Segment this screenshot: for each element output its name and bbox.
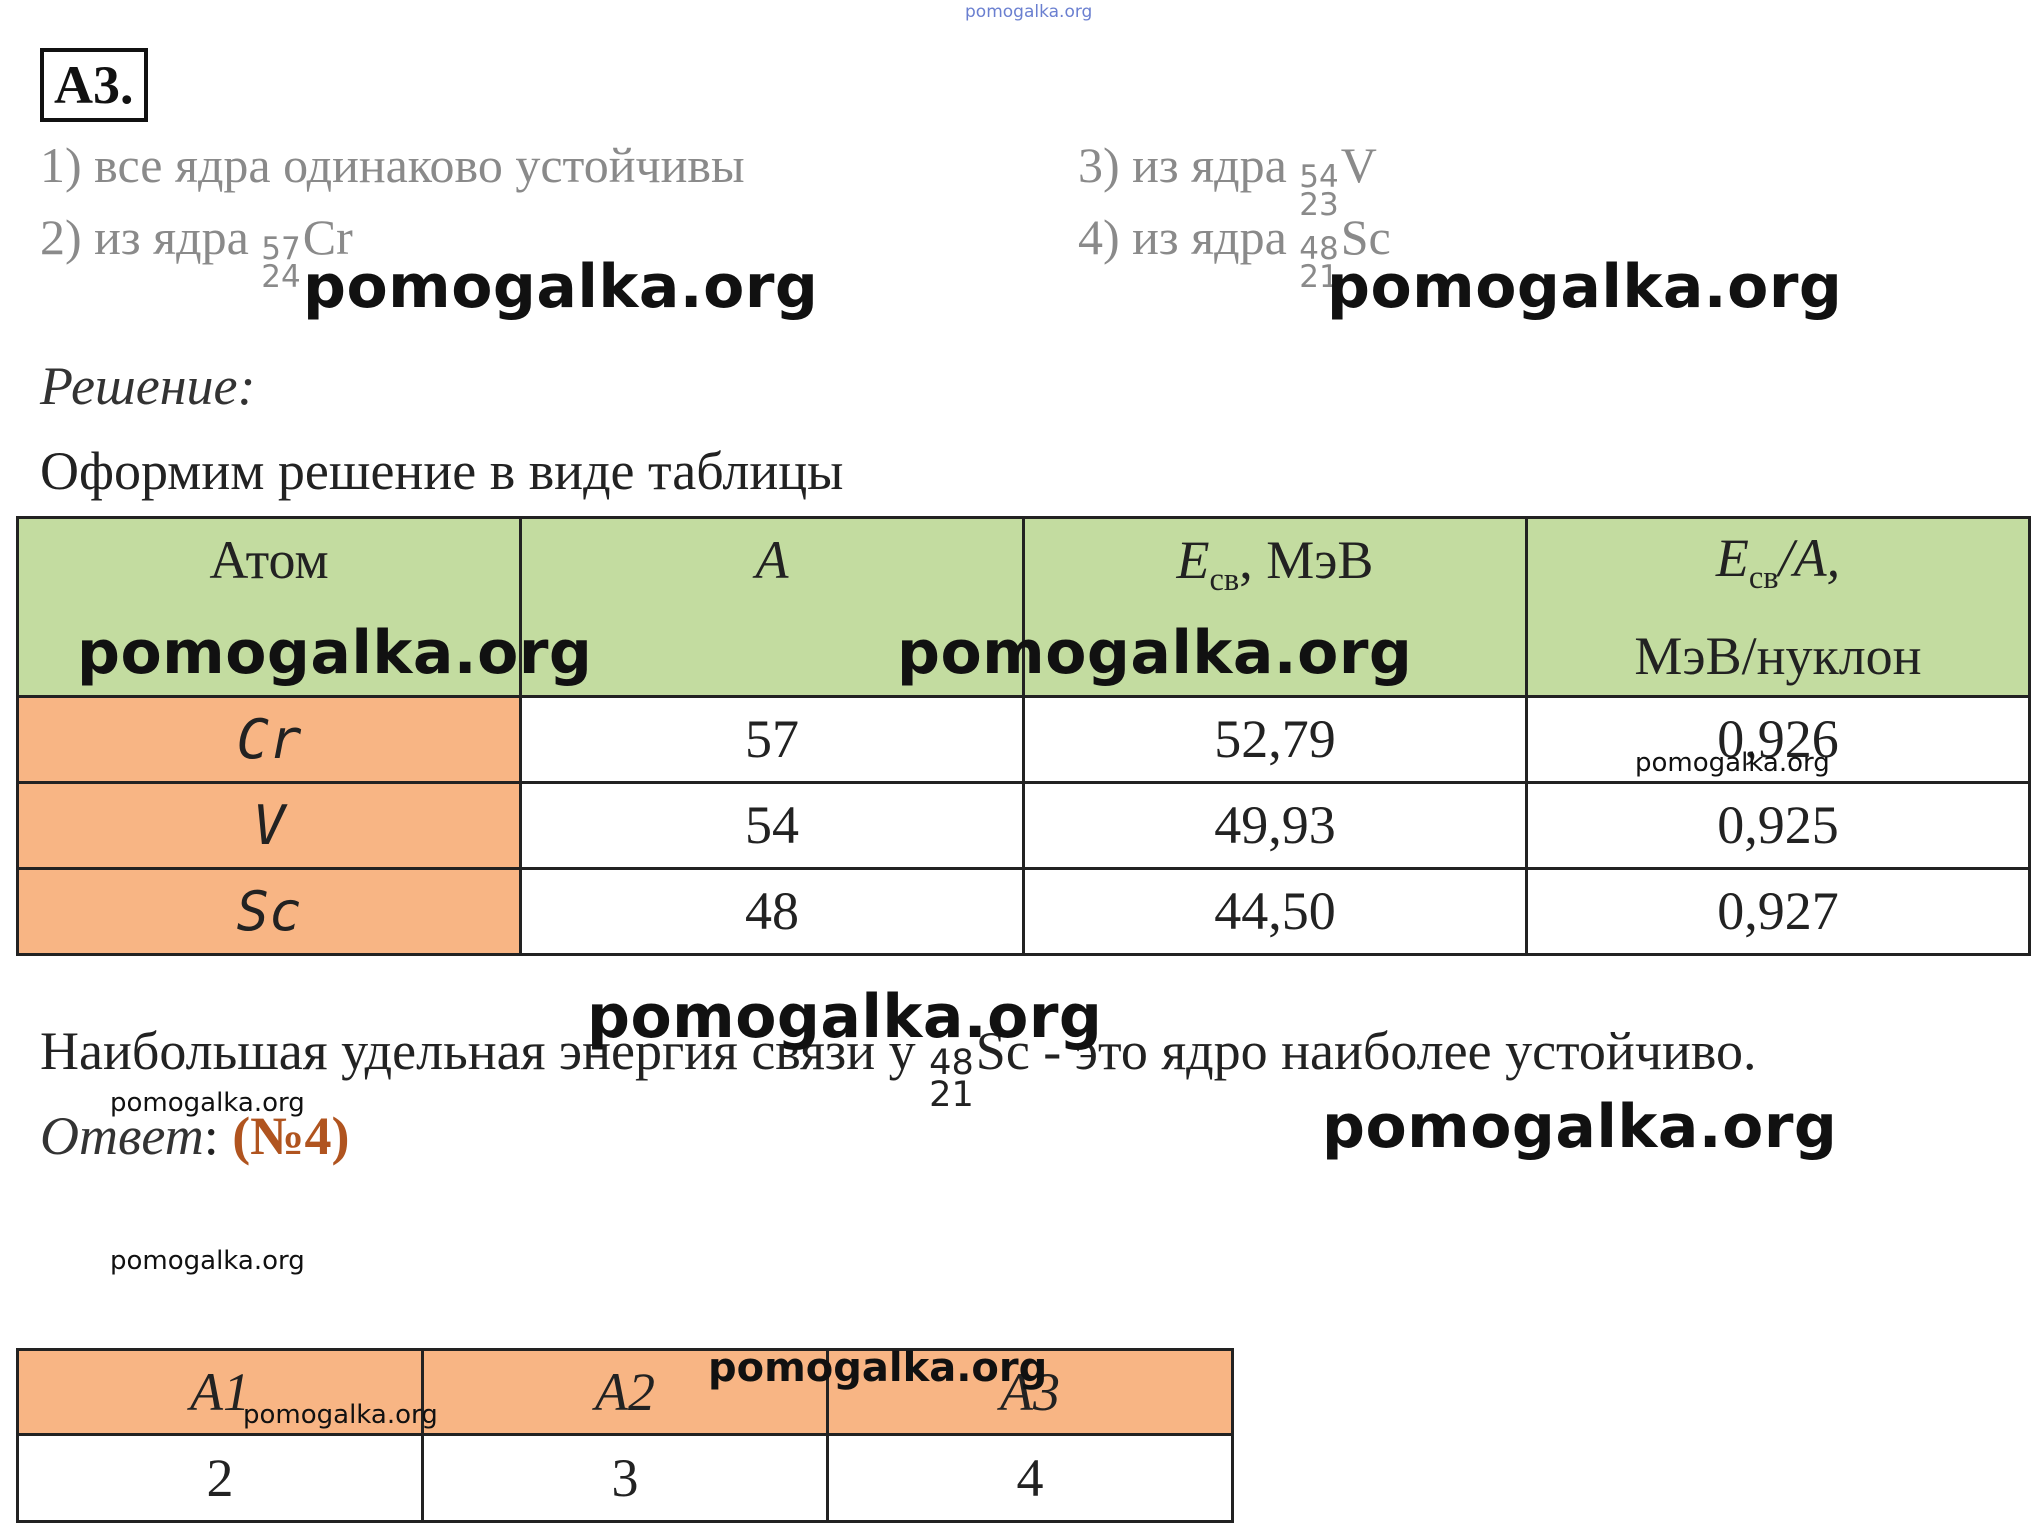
watermark: pomogalka.org (708, 1345, 1048, 1391)
binding-energy-table: Атом A Eсв, МэВ Eсв/A, МэВ/нуклон Cr 57 5… (16, 516, 2031, 956)
mass-number: 48 (929, 1042, 974, 1084)
watermark: pomogalka.org (303, 252, 819, 322)
header-ea-unit: МэВ/нуклон (1634, 625, 1922, 686)
mass-cell: 48 (519, 866, 1025, 956)
element-cell: Cr (16, 694, 522, 784)
mass-cell: 54 (519, 780, 1025, 870)
option-2-isotope: 57 24 (261, 230, 301, 295)
intro-text: Оформим решение в виде таблицы (40, 441, 844, 501)
header-energy-unit: , МэВ (1239, 530, 1374, 590)
energy-cell: 52,79 (1022, 694, 1528, 784)
element-cell: Sc (16, 866, 522, 956)
answer-value: (№4) (232, 1106, 350, 1166)
header-ea-rest: /A, (1778, 528, 1841, 588)
table-row: Sc 48 44,50 0,927 (16, 866, 2031, 956)
header-ea-sub: св (1748, 559, 1779, 596)
summary-header-row: A1 A2 A3 (16, 1348, 1234, 1436)
watermark: pomogalka.org (110, 1246, 305, 1276)
option-2: 2) из ядра 57 24 Cr (40, 208, 353, 295)
conclusion-symbol: Sc (975, 1021, 1030, 1081)
summary-header: A2 (421, 1348, 829, 1436)
answer-label: Ответ (40, 1106, 204, 1166)
header-energy-symbol: E (1176, 530, 1210, 590)
watermark: pomogalka.org (1635, 748, 1830, 778)
table-row: Cr 57 52,79 0,926 (16, 694, 2031, 784)
summary-value: 3 (421, 1433, 829, 1523)
header-ea-symbol: E (1715, 528, 1749, 588)
watermark: pomogalka.org (1322, 1092, 1838, 1162)
watermark: pomogalka.org (1327, 252, 1843, 322)
charge-number: 24 (261, 258, 301, 295)
option-4-prefix: 4) из ядра (1078, 209, 1300, 265)
task-label: A3. (40, 48, 148, 122)
header-energy: Eсв, МэВ (1022, 516, 1528, 698)
charge-number: 21 (1299, 258, 1339, 295)
option-4-isotope: 48 21 (1299, 230, 1339, 295)
energy-per-nucleon-cell: 0,926 (1525, 694, 2031, 784)
table-header-row: Атом A Eсв, МэВ Eсв/A, МэВ/нуклон (16, 516, 2031, 698)
summary-header: A1 (16, 1348, 424, 1436)
element-cell: V (16, 780, 522, 870)
conclusion-before: Наибольшая удельная энергия связи у (40, 1021, 930, 1081)
option-2-prefix: 2) из ядра (40, 209, 262, 265)
answer-colon: : (203, 1106, 233, 1166)
summary-header: A3 (826, 1348, 1234, 1436)
energy-cell: 49,93 (1022, 780, 1528, 870)
option-1: 1) все ядра одинаково устойчивы (40, 137, 745, 193)
mass-number: 54 (1299, 158, 1339, 195)
option-4-symbol: Sc (1340, 209, 1391, 265)
watermark: pomogalka.org (587, 982, 1103, 1052)
conclusion-after: - это ядро наиболее устойчиво. (1029, 1021, 1757, 1081)
energy-per-nucleon-cell: 0,925 (1525, 780, 2031, 870)
watermark: pomogalka.org (77, 618, 593, 688)
mass-cell: 57 (519, 694, 1025, 784)
header-energy-per-nucleon: Eсв/A, МэВ/нуклон (1525, 516, 2031, 698)
conclusion-text: Наибольшая удельная энергия связи у 48 21… (40, 1020, 1757, 1115)
option-3-prefix: 3) из ядра (1078, 137, 1300, 193)
charge-number: 21 (929, 1073, 974, 1115)
mass-number: 57 (261, 230, 301, 267)
watermark: pomogalka.org (897, 618, 1413, 688)
answer-line: Ответ: (№4) (40, 1105, 349, 1167)
header-a: A (519, 516, 1025, 698)
conclusion-isotope: 48 21 (929, 1042, 974, 1115)
option-4: 4) из ядра 48 21 Sc (1078, 208, 1391, 295)
charge-number: 23 (1299, 186, 1339, 223)
summary-table: A1 A2 A3 2 3 4 (16, 1348, 1234, 1523)
energy-per-nucleon-cell: 0,927 (1525, 866, 2031, 956)
option-3: 3) из ядра 54 23 V (1078, 136, 1377, 223)
mass-number: 48 (1299, 230, 1339, 267)
summary-value-row: 2 3 4 (16, 1433, 1234, 1523)
option-2-symbol: Cr (302, 209, 353, 265)
option-3-isotope: 54 23 (1299, 158, 1339, 223)
energy-cell: 44,50 (1022, 866, 1528, 956)
summary-value: 2 (16, 1433, 424, 1523)
summary-value: 4 (826, 1433, 1234, 1523)
option-3-symbol: V (1340, 137, 1377, 193)
watermark: pomogalka.org (243, 1400, 438, 1430)
table-row: V 54 49,93 0,925 (16, 780, 2031, 870)
header-energy-sub: св (1209, 561, 1240, 598)
solution-label: Решение: (40, 356, 256, 416)
watermark: pomogalka.org (110, 1088, 305, 1118)
header-atom: Атом (16, 516, 522, 698)
top-watermark: pomogalka.org (965, 2, 1093, 22)
